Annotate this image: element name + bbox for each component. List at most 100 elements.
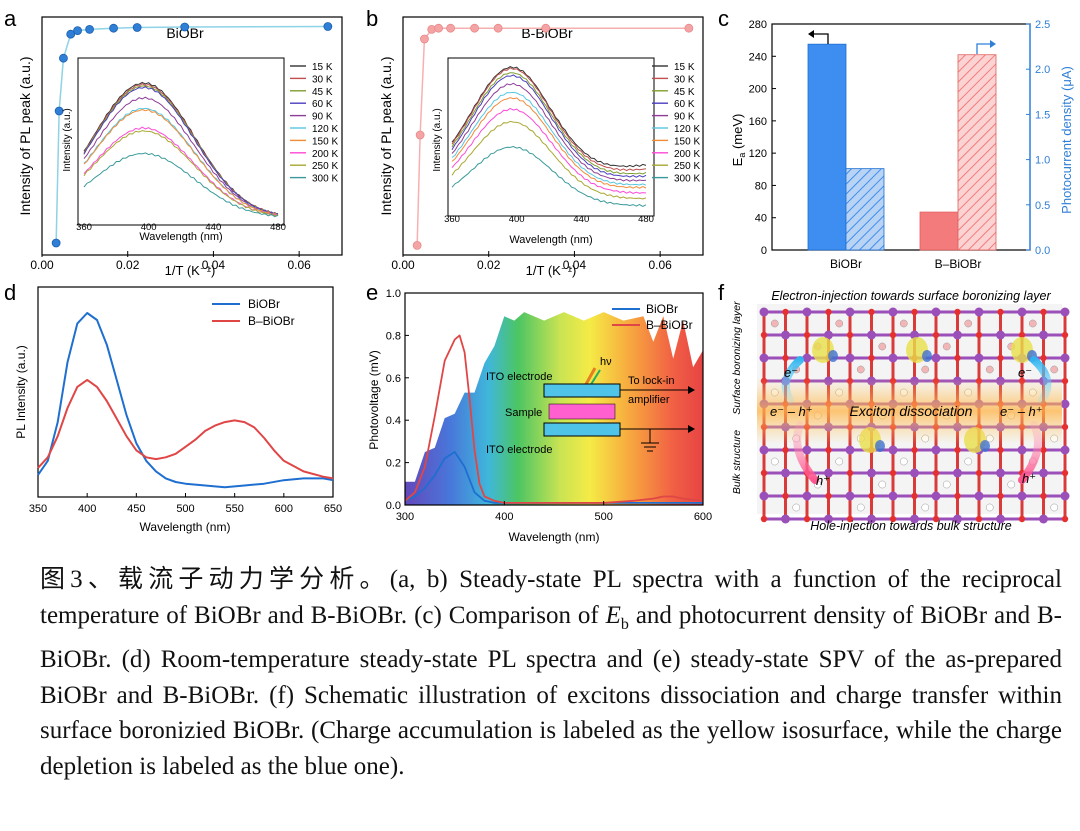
lattice-atom	[975, 354, 984, 363]
lattice-atom	[976, 470, 982, 476]
lattice-atom	[889, 492, 898, 501]
panel-c-left-arrow-icon	[814, 34, 828, 44]
lattice-atom	[760, 492, 769, 501]
charge-depletion-isosurface	[828, 350, 838, 362]
panel-e-xlabel: Wavelength (nm)	[509, 530, 600, 544]
b-xtick-label-0: 0.00	[391, 258, 415, 272]
a-data-point-0	[52, 239, 60, 247]
lattice-atom	[760, 354, 769, 363]
panel-label-b: b	[366, 6, 378, 31]
lattice-atom	[1062, 378, 1068, 384]
c-bar-ea-0	[808, 44, 846, 250]
lattice-atom	[803, 354, 812, 363]
lockin-label-1: To lock-in	[628, 375, 674, 387]
lattice-atom-light	[1029, 320, 1036, 327]
lattice-atom	[932, 308, 941, 317]
lattice-atom	[932, 354, 941, 363]
b-data-point-7	[494, 24, 502, 32]
lattice-atom-light	[836, 320, 843, 327]
a-legend-label-7: 200 K	[312, 149, 338, 160]
lattice-atom	[1040, 309, 1046, 315]
lattice-atom	[846, 492, 855, 501]
a-inset-xtick-2: 440	[205, 222, 221, 233]
panel-c-right-arrow-icon	[977, 44, 990, 54]
figure-caption: 图3、载流子动力学分析。(a, b) Steady-state PL spect…	[40, 562, 1062, 784]
lattice-atom-light	[1051, 504, 1058, 511]
lattice-atom	[954, 309, 960, 315]
ito-top-electrode	[544, 384, 620, 397]
d-xtick-label-6: 650	[324, 503, 342, 515]
d-xtick-label-4: 550	[225, 503, 243, 515]
hole-label-left: h⁺	[816, 473, 830, 488]
d-series-line-0	[38, 313, 333, 487]
panel-e-ylabel: Photovoltage (mV)	[367, 350, 381, 449]
lattice-atom	[953, 469, 962, 478]
lattice-atom	[933, 470, 939, 476]
lattice-atom	[910, 469, 919, 478]
e-ytick-label-0: 0.0	[386, 500, 401, 512]
panel-d-ylabel: PL Intensity (a.u.)	[14, 345, 28, 439]
lattice-atom-light	[771, 320, 778, 327]
lattice-atom-light	[793, 504, 800, 511]
a-data-point-4	[74, 27, 82, 35]
lattice-atom	[1061, 492, 1070, 501]
a-legend-label-4: 90 K	[312, 112, 333, 123]
lattice-atom-light	[857, 504, 864, 511]
c-ytick-right-label-5: 2.5	[1035, 19, 1050, 31]
ito-bottom-electrode	[544, 423, 620, 436]
lattice-atom	[890, 470, 896, 476]
b-legend-label-4: 90 K	[674, 112, 695, 123]
lattice-atom	[997, 309, 1003, 315]
a-data-point-7	[133, 23, 141, 31]
lattice-atom	[1018, 492, 1027, 501]
b-legend-label-8: 250 K	[674, 161, 700, 172]
b-legend-label-1: 30 K	[674, 74, 695, 85]
lattice-atom	[803, 446, 812, 455]
panel-c: 0 40 80 120 160 200 240 280 0.0 0.5 1.0 1.5 2.0 2.5 B…	[730, 19, 1074, 271]
a-xtick-label-1: 0.02	[116, 258, 140, 272]
lattice-atom	[782, 309, 788, 315]
panel-label-d: d	[4, 280, 16, 305]
c-ytick-right-label-3: 1.5	[1035, 109, 1050, 121]
panel-e: 300 400 500 600 0.0 0.2 0.4 0.6 0.8 1.0 Photovolt…	[367, 288, 712, 544]
panel-d: 350 400 450 500 550 600 650 PL Intensity (a.u.…	[14, 287, 342, 534]
lattice-atom	[825, 493, 831, 499]
c-bar-ea-1	[920, 212, 958, 250]
lattice-atom	[997, 447, 1003, 453]
lattice-atom	[781, 515, 790, 524]
c-ytick-right-label-2: 1.0	[1035, 155, 1050, 167]
lattice-atom	[890, 332, 896, 338]
lattice-atom-light	[943, 343, 950, 350]
b-legend-label-7: 200 K	[674, 149, 700, 160]
a-data-point-8	[181, 23, 189, 31]
sample-layer	[549, 404, 615, 419]
caption-e-subscript: b	[621, 616, 629, 633]
d-xtick-label-3: 500	[176, 503, 194, 515]
lattice-atom-light	[1051, 366, 1058, 373]
panel-label-c: c	[718, 6, 729, 31]
b-xtick-label-3: 0.06	[648, 258, 672, 272]
a-data-point-5	[86, 25, 94, 33]
lattice-atom	[932, 492, 941, 501]
panel-a-inset-ylabel: Intensity (a.u.)	[62, 108, 73, 171]
lattice-atom	[933, 332, 939, 338]
panel-c-right-arrowhead-icon	[990, 40, 996, 48]
lattice-atom	[954, 447, 960, 453]
b-data-point-5	[447, 24, 455, 32]
c-category-label-0: BiOBr	[830, 257, 862, 271]
lattice-atom	[889, 354, 898, 363]
panel-a: BiOBr Intensity of PL peak (a.u.) 1/T (K…	[17, 17, 342, 278]
lattice-atom	[761, 516, 767, 522]
b-data-point-2	[420, 35, 428, 43]
a-legend-label-9: 300 K	[312, 174, 338, 185]
b-xtick-label-2: 0.04	[563, 258, 587, 272]
e-ytick-label-5: 1.0	[386, 288, 401, 300]
b-inset-xtick-2: 440	[573, 214, 589, 225]
lattice-atom-light	[900, 320, 907, 327]
exciton-label: Exciton dissociation	[850, 403, 973, 419]
a-legend-label-1: 30 K	[312, 74, 333, 85]
lattice-atom	[1061, 446, 1070, 455]
lattice-atom	[954, 493, 960, 499]
c-ytick-left-label-5: 200	[749, 84, 767, 96]
lattice-atom	[825, 447, 831, 453]
